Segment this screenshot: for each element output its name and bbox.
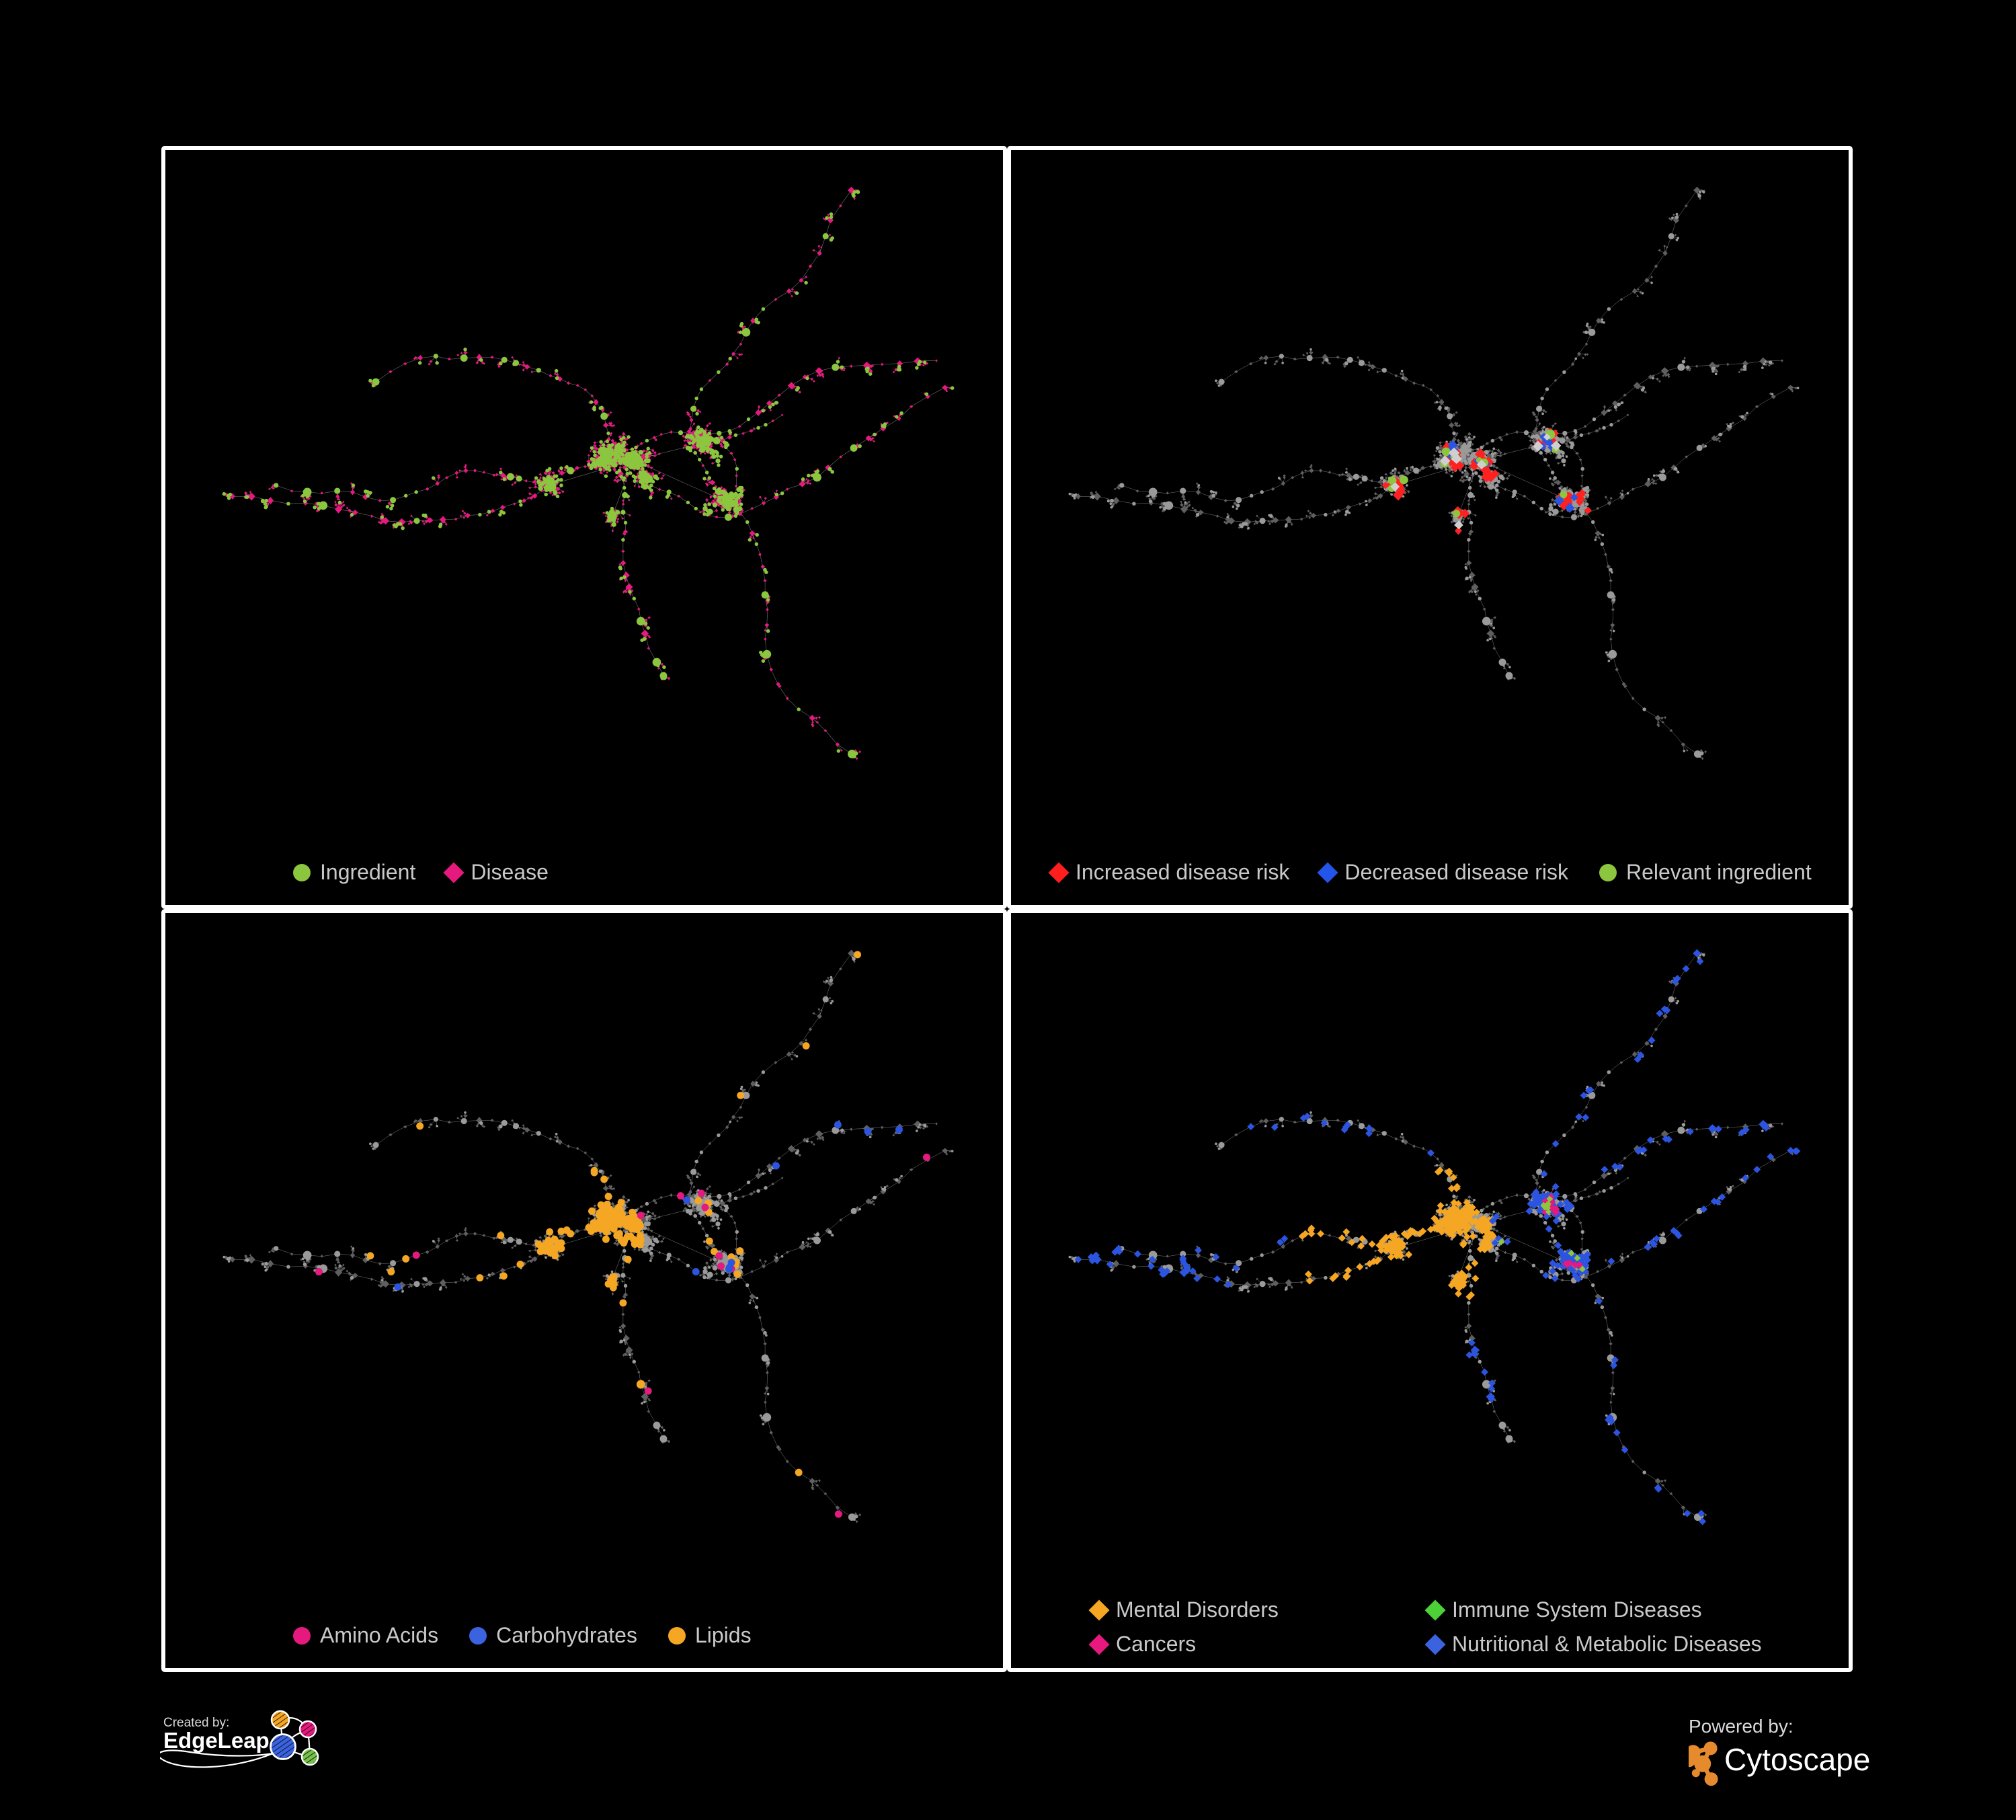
svg-text:Cytoscape: Cytoscape bbox=[1724, 1742, 1870, 1777]
svg-text:EdgeLeap: EdgeLeap bbox=[163, 1728, 270, 1753]
svg-text:Powered by:: Powered by: bbox=[1689, 1718, 1793, 1737]
